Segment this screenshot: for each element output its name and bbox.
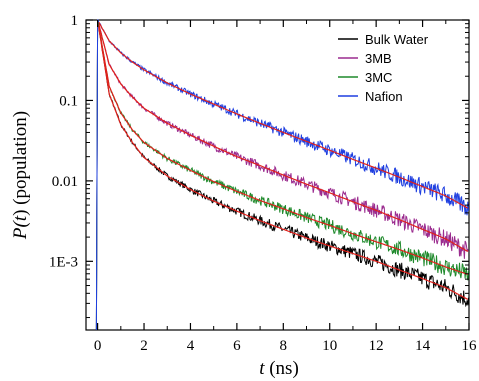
series-line-3mc <box>95 19 469 331</box>
x-tick-label: 8 <box>280 338 288 354</box>
legend-label: Bulk Water <box>365 32 429 47</box>
fit-curve-nafion <box>98 21 469 209</box>
fit-curve-3mb <box>98 24 469 253</box>
x-tick-label: 12 <box>369 338 384 354</box>
x-tick-label: 4 <box>187 338 195 354</box>
x-tick-label: 14 <box>415 338 431 354</box>
x-tick-label: 16 <box>462 338 478 354</box>
y-tick-label: 0.1 <box>59 93 78 109</box>
series-line-bulk-water <box>95 19 469 331</box>
x-tick-label: 6 <box>233 338 241 354</box>
y-axis-title: P(t) (population) <box>10 111 31 240</box>
y-tick-label: 1 <box>71 13 79 29</box>
legend: Bulk Water 3MB 3MC Nafion <box>338 32 429 104</box>
x-tick-label: 0 <box>94 338 102 354</box>
fit-curve-bulk-water <box>98 27 469 300</box>
plot-lines <box>95 19 469 331</box>
y-tick-label: 1E-3 <box>49 254 78 270</box>
x-tick-label: 10 <box>322 338 337 354</box>
y-tick-label: 0.01 <box>52 174 78 190</box>
series-line-nafion <box>95 19 469 331</box>
plot-frame <box>85 19 470 331</box>
fit-curve-3mc <box>98 26 469 275</box>
legend-label: Nafion <box>365 89 403 104</box>
legend-label: 3MC <box>365 70 392 85</box>
axis-ticks: 0 2 4 6 8 10 12 14 16 1 0.1 0.01 1E-3 <box>49 13 477 354</box>
series-line-3mb <box>95 19 469 331</box>
legend-label: 3MB <box>365 51 392 66</box>
x-tick-label: 2 <box>140 338 148 354</box>
x-axis-title: t (ns) <box>259 358 299 379</box>
